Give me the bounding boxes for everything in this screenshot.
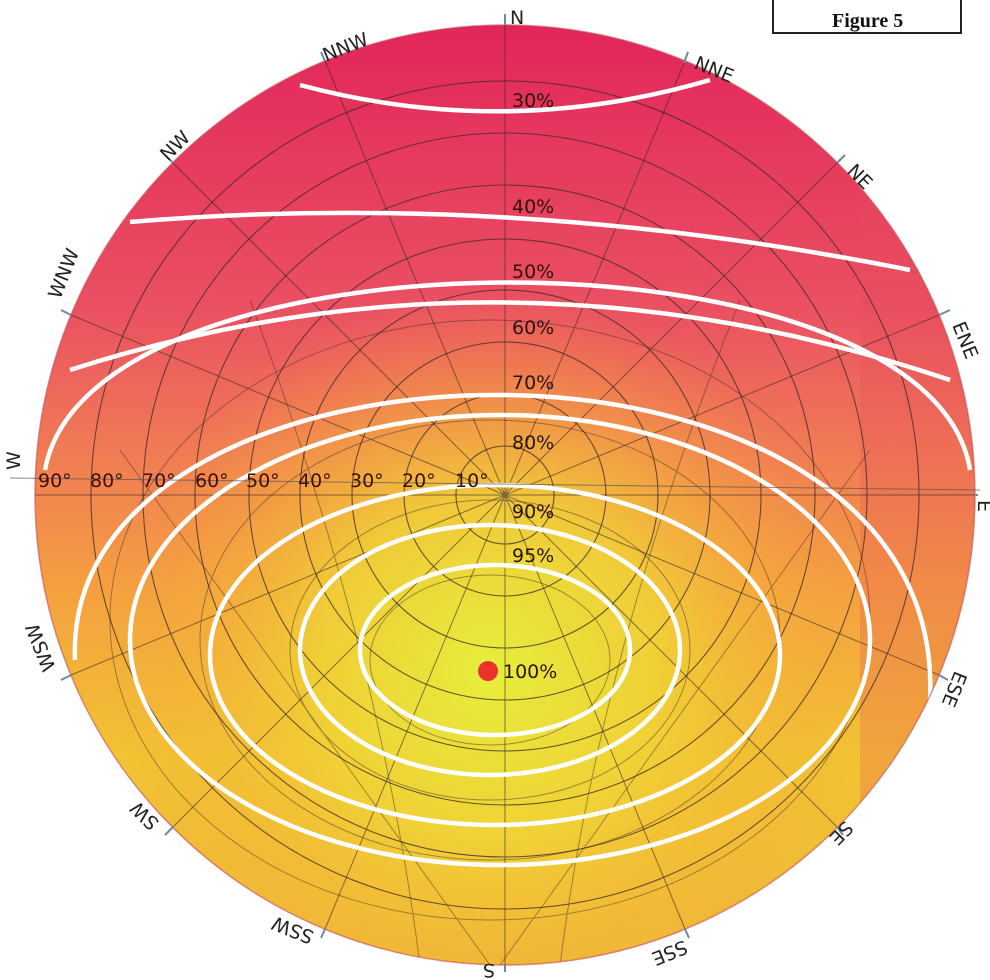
contour-90	[207, 482, 783, 828]
contour-label-60: 60%	[512, 317, 554, 339]
angle-label-80: 80°	[90, 470, 124, 492]
contour-label-80: 80%	[512, 432, 554, 454]
compass-label-W: W	[3, 451, 25, 470]
contour-lines	[42, 77, 973, 868]
compass-label-ESE: ESE	[937, 668, 971, 710]
angle-label-60: 60°	[195, 470, 229, 492]
contour-label-30: 30%	[512, 90, 554, 112]
contour-80	[127, 412, 873, 868]
contour-95	[297, 522, 683, 778]
compass-label-N: N	[510, 7, 524, 29]
angle-label-30: 30°	[350, 470, 384, 492]
sun-marker	[478, 661, 498, 681]
contour-70	[72, 392, 933, 701]
contour-30	[299, 77, 711, 114]
contour-40	[129, 210, 911, 273]
contour-50	[69, 300, 951, 383]
contour-label-70: 70%	[512, 372, 554, 394]
figure-label-box	[772, 0, 962, 34]
contour-label-90: 90%	[512, 501, 554, 523]
contour-60	[42, 280, 973, 471]
contour-label-95: 95%	[512, 545, 554, 567]
compass-label-WNW: WNW	[44, 245, 84, 301]
angle-label-70: 70°	[142, 470, 176, 492]
compass-label-S: S	[483, 959, 495, 980]
angle-label-90: 90°	[38, 470, 72, 492]
contour-label-100: 100%	[503, 661, 557, 683]
tilt-grid	[109, 299, 871, 965]
figure-label: Figure 5	[832, 10, 904, 32]
angle-label-20: 20°	[402, 470, 436, 492]
angle-label-50: 50°	[246, 470, 280, 492]
contour-label-40: 40%	[512, 196, 554, 218]
contour-100	[357, 562, 633, 738]
compass-ticks	[60, 14, 978, 972]
contour-label-50: 50%	[512, 261, 554, 283]
angle-label-10: 10°	[455, 470, 489, 492]
compass-label-E: E	[973, 500, 990, 512]
angle-label-40: 40°	[298, 470, 332, 492]
horizon-line	[9, 477, 981, 491]
